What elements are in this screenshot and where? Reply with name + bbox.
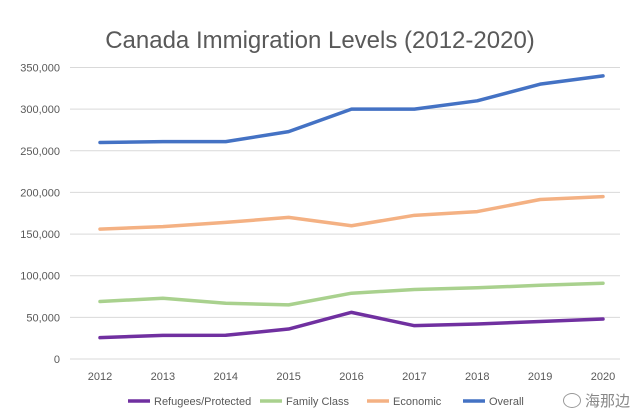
y-tick-label: 50,000: [26, 312, 60, 324]
chart-title: Canada Immigration Levels (2012-2020): [105, 27, 535, 54]
y-tick-label: 0: [54, 354, 60, 366]
y-tick-label: 200,000: [20, 187, 60, 199]
x-tick-label: 2018: [465, 371, 489, 383]
x-tick-label: 2019: [528, 371, 552, 383]
series-line-family-class: [98, 281, 605, 307]
wechat-icon: [562, 393, 581, 408]
y-tick-label: 250,000: [20, 146, 60, 158]
y-tick-label: 100,000: [20, 271, 60, 283]
x-tick-label: 2020: [591, 371, 615, 383]
legend-label: Overall: [489, 396, 524, 408]
watermark: 海那边: [562, 390, 630, 411]
series-line-economic: [98, 194, 605, 231]
y-tick-label: 150,000: [20, 229, 60, 241]
series-line-refugees-protected: [98, 310, 605, 340]
legend-label: Refugees/Protected: [154, 396, 251, 408]
x-tick-label: 2012: [88, 371, 112, 383]
x-tick-label: 2015: [276, 371, 300, 383]
y-tick-label: 300,000: [20, 104, 60, 116]
x-tick-label: 2013: [151, 371, 175, 383]
y-tick-label: 350,000: [20, 63, 60, 75]
x-tick-label: 2014: [214, 371, 238, 383]
watermark-text: 海那边: [584, 393, 630, 410]
legend-label: Economic: [393, 396, 442, 408]
x-tick-label: 2016: [339, 371, 363, 383]
legend-label: Family Class: [286, 396, 349, 408]
x-tick-label: 2017: [402, 371, 426, 383]
